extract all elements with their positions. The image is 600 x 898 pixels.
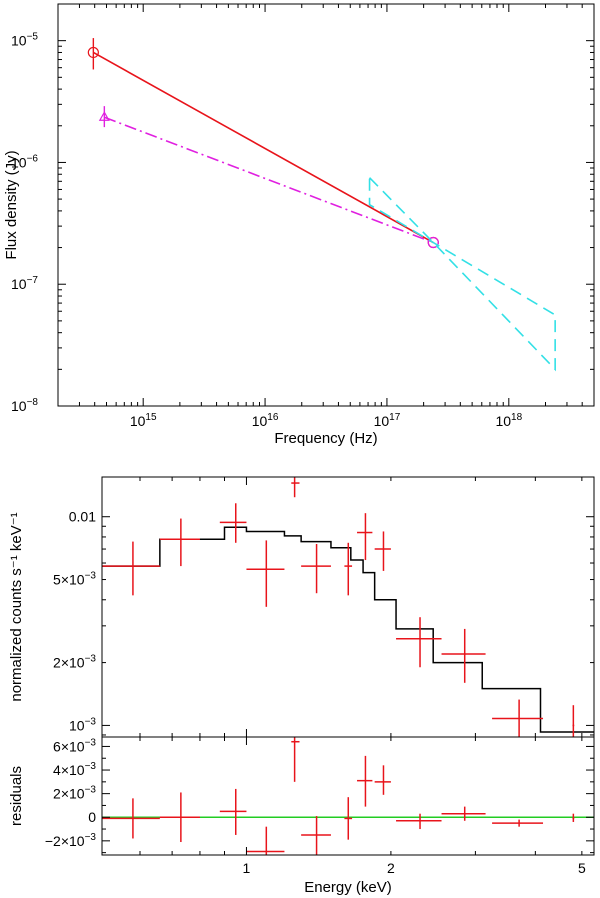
residuals-x-tick-label: 1 xyxy=(243,860,251,876)
sed-x-tick-label: 1015 xyxy=(130,412,157,429)
spectrum-panel: 0.01 5×10−3 2×10−3 10−3 normalized counts s… xyxy=(8,476,595,738)
residuals-y-tick-label: 4×10−3 xyxy=(53,761,96,778)
sed-x-tick-label: 1017 xyxy=(374,412,401,429)
sed-x-tick-label: 1016 xyxy=(252,412,279,429)
sed-circle-marker xyxy=(87,46,99,59)
spectrum-frame xyxy=(101,476,595,738)
sed-y-tick-label: 10−5 xyxy=(11,32,38,49)
spectrum-y-tick-label: 0.01 xyxy=(69,509,96,525)
sed-y-tick-label: 10−6 xyxy=(11,153,38,170)
residuals-x-tick-label: 2 xyxy=(387,860,395,876)
sed-circle-marker xyxy=(427,236,439,249)
sed-x-label: Frequency (Hz) xyxy=(274,430,377,447)
sed-y-tick-label: 10−7 xyxy=(11,275,38,292)
spectrum-y-tick-label: 5×10−3 xyxy=(53,571,96,588)
red-power-law-line xyxy=(92,51,434,244)
residuals-y-tick-label: −2×10−3 xyxy=(45,832,97,849)
residuals-y-tick-label: 2×10−3 xyxy=(53,785,96,802)
spectrum-y-tick-label: 2×10−3 xyxy=(53,654,96,671)
sed-x-tick-label: 1018 xyxy=(495,412,522,429)
residuals-panel: 1 2 5 6×10−3 4×10−3 2×10−3 0 −2×10−3 Energy (ke… xyxy=(8,736,595,896)
bow-tie-line xyxy=(368,177,556,372)
residuals-y-tick-label: 6×10−3 xyxy=(53,737,96,754)
sed-frame xyxy=(57,3,595,407)
sed-triangle-marker xyxy=(98,111,110,121)
spectrum-y-tick-label: 10−3 xyxy=(69,716,96,733)
residuals-y-label: residuals xyxy=(8,766,25,826)
residuals-x-label: Energy (keV) xyxy=(304,879,392,896)
residuals-y-tick-label: 0 xyxy=(88,809,96,825)
spectrum-y-label: normalized counts s⁻¹ keV⁻¹ xyxy=(8,512,25,701)
magenta-power-law-line xyxy=(104,116,434,244)
residuals-x-tick-label: 5 xyxy=(578,860,586,876)
model-step-line xyxy=(102,526,594,733)
residuals-frame xyxy=(101,736,595,856)
sed-panel: 1015 1016 1017 1018 10−5 10−6 10−7 10−8 Frequen… xyxy=(3,3,595,447)
sed-y-label: Flux density (Jy) xyxy=(3,150,20,259)
sed-y-tick-label: 10−8 xyxy=(11,397,38,414)
